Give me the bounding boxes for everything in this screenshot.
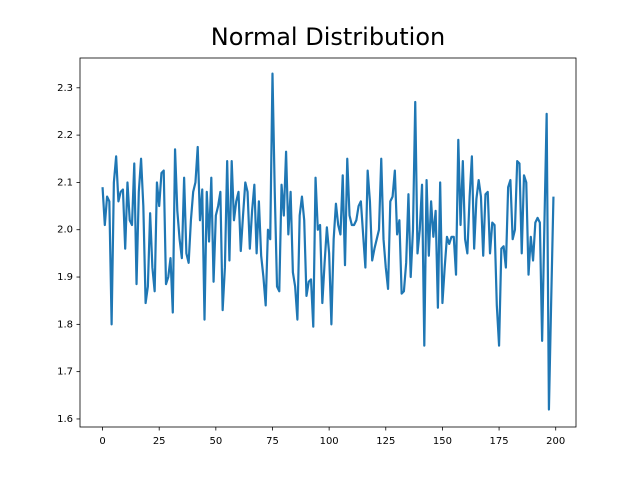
y-tick-label: 1.8 xyxy=(57,319,73,330)
plot-frame xyxy=(79,57,577,428)
y-tick-label: 1.9 xyxy=(57,272,73,283)
x-tick-label: 200 xyxy=(546,436,565,447)
x-tick-label: 50 xyxy=(209,436,222,447)
y-tick-label: 2.1 xyxy=(57,177,73,188)
y-tick-label: 2.2 xyxy=(57,130,73,141)
x-tick-label: 175 xyxy=(490,436,509,447)
y-tick-label: 1.7 xyxy=(57,367,73,378)
x-tick-label: 125 xyxy=(376,436,395,447)
x-tick-label: 0 xyxy=(99,436,105,447)
y-tick-label: 1.6 xyxy=(57,414,73,425)
x-tick-label: 150 xyxy=(433,436,452,447)
y-tick-label: 2.3 xyxy=(57,83,73,94)
data-line xyxy=(101,72,555,411)
y-tick-label: 2.0 xyxy=(57,225,73,236)
x-tick-label: 25 xyxy=(153,436,166,447)
x-tick-label: 75 xyxy=(266,436,279,447)
x-tick-label: 100 xyxy=(320,436,339,447)
chart-title: Normal Distribution xyxy=(211,23,445,51)
